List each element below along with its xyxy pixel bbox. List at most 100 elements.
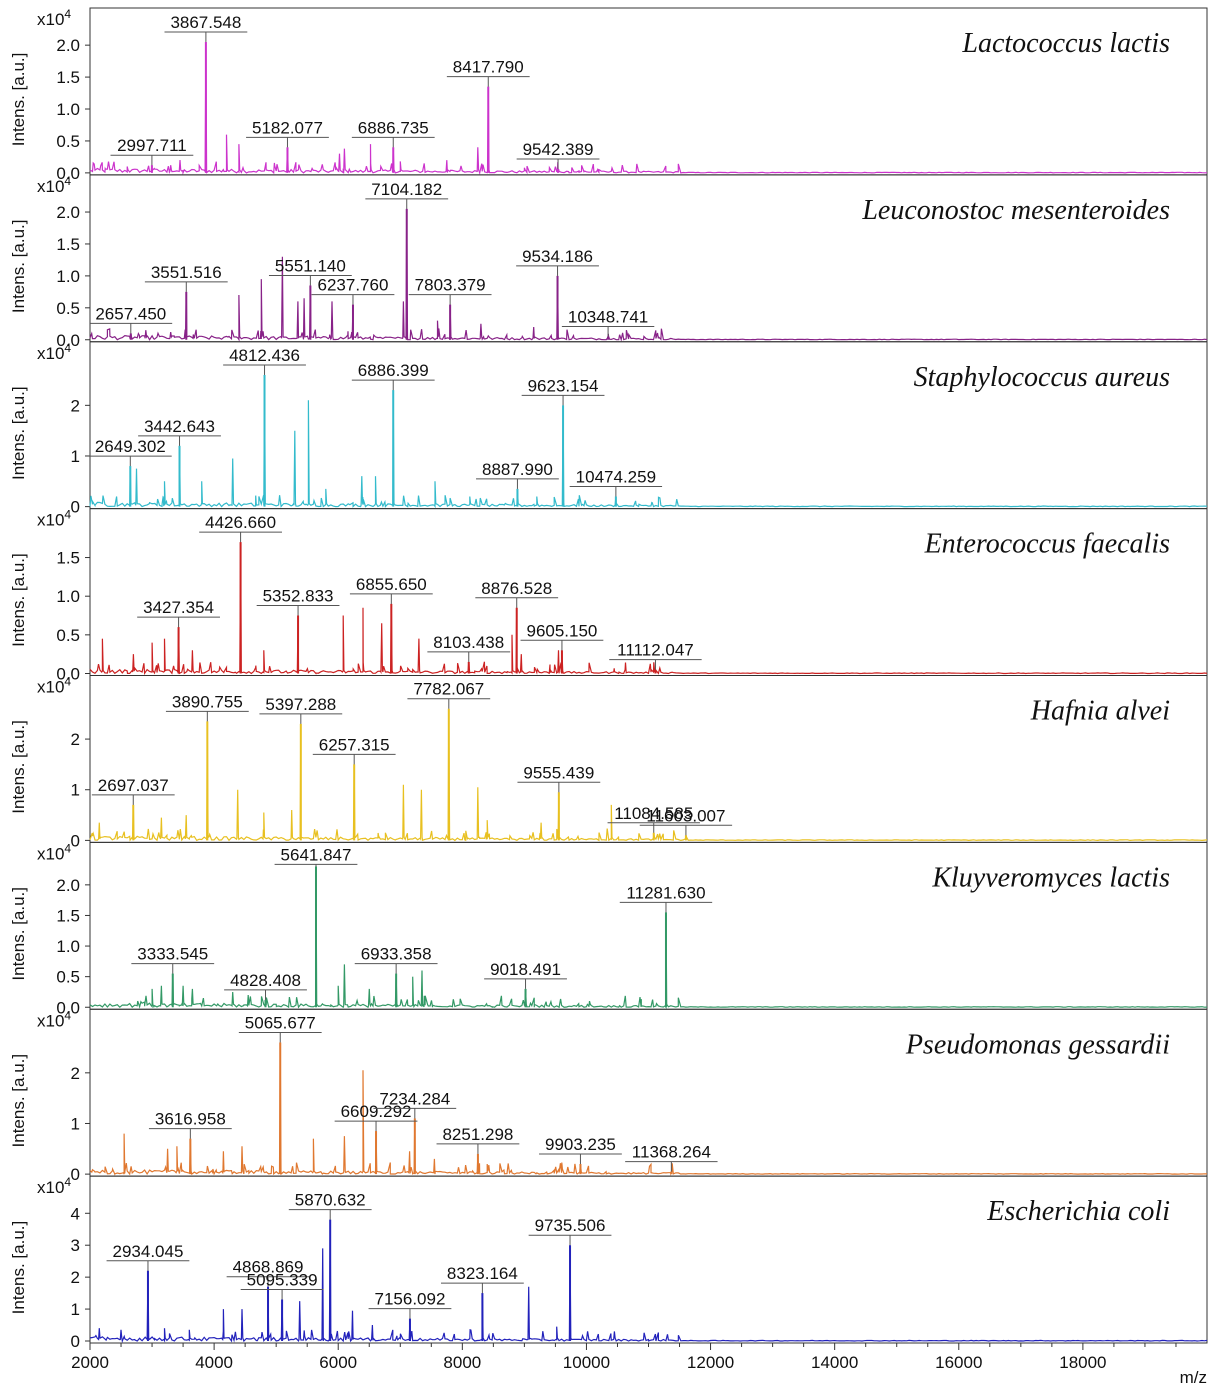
y-multiplier: x104	[37, 841, 71, 863]
y-multiplier: x104	[37, 1008, 71, 1030]
y-axis-label: Intens. [a.u.]	[9, 887, 28, 981]
peak-label-text: 3442.643	[144, 417, 215, 436]
peak-label-text: 4812.436	[229, 346, 300, 365]
peak-label-text: 9605.150	[526, 621, 597, 640]
peak-label: 2649.302	[88, 437, 172, 467]
peak-label: 11084.585	[607, 804, 700, 833]
peak-label: 8417.790	[446, 58, 530, 87]
peak-label: 3333.545	[131, 945, 215, 974]
peak-label-text: 5641.847	[281, 845, 352, 864]
peak-label-text: 10474.259	[576, 467, 656, 486]
y-tick-label: 1.5	[56, 235, 80, 254]
peak-label: 7104.182	[365, 180, 449, 209]
species-name: Lactococcus lactis	[961, 28, 1170, 59]
x-tick-label: 2000	[71, 1353, 109, 1372]
x-axis-label: m/z	[1180, 1368, 1207, 1387]
peak-label: 2997.711	[110, 136, 194, 166]
y-tick-label: 0.0	[56, 665, 80, 684]
peak-label: 5352.833	[256, 587, 340, 616]
species-name: Kluyveromyces lactis	[931, 862, 1170, 893]
spectrum-trace	[89, 208, 1208, 342]
y-axis-label: Intens. [a.u.]	[9, 53, 28, 147]
x-tick-label: 4000	[195, 1353, 233, 1372]
peak-label: 11603.007	[639, 806, 733, 836]
y-tick-label: 1.0	[56, 937, 80, 956]
y-tick-label: 0.5	[56, 299, 80, 318]
peak-label-text: 7803.379	[415, 276, 486, 295]
spectrum-panel: 0.0 0.5 1.0 1.5 2.0 x104 Intens. [a.u.] Leucono…	[9, 174, 1208, 350]
peak-label-text: 2657.450	[95, 304, 166, 323]
peak-label: 9018.491	[484, 960, 567, 989]
peak-label: 7782.067	[407, 680, 491, 709]
species-name: Pseudomonas gessardii	[905, 1029, 1170, 1060]
y-multiplier: x104	[37, 341, 71, 363]
peak-label: 2934.045	[106, 1242, 190, 1271]
y-multiplier: x104	[37, 1175, 71, 1197]
y-tick-label: 2.0	[56, 876, 80, 895]
y-multiplier: x104	[37, 675, 71, 697]
y-tick-label: 0.5	[56, 626, 80, 645]
peak-label: 8323.164	[440, 1264, 524, 1294]
peak-label-text: 5182.077	[252, 118, 323, 137]
peak-label-text: 7234.284	[379, 1089, 450, 1108]
peak-label-text: 4426.660	[205, 513, 276, 532]
y-tick-label: 1.5	[56, 549, 80, 568]
y-axis-label: Intens. [a.u.]	[9, 1054, 28, 1148]
peak-label: 11281.630	[619, 883, 713, 913]
peak-label: 10474.259	[569, 467, 663, 497]
y-tick-label: 1	[71, 447, 80, 466]
spectra-panels: 0.0 0.5 1.0 1.5 2.0 x104 Intens. [a.u.] Lactoco…	[9, 7, 1208, 1351]
x-tick-label: 12000	[687, 1353, 734, 1372]
peak-label: 9623.154	[521, 376, 605, 406]
x-tick-label: 14000	[811, 1353, 858, 1372]
peak-label-text: 9623.154	[528, 376, 599, 395]
spectrum-trace	[89, 542, 1208, 676]
peak-label: 3427.354	[137, 598, 220, 628]
peak-label-text: 5065.677	[245, 1013, 316, 1032]
peak-label-text: 2649.302	[95, 437, 166, 456]
peak-label-text: 2934.045	[113, 1242, 184, 1261]
peak-label-text: 3616.958	[155, 1110, 226, 1129]
peak-label: 6886.399	[351, 361, 435, 391]
peak-label-text: 8251.298	[442, 1125, 513, 1144]
peak-label: 3867.548	[164, 13, 248, 42]
species-name: Leuconostoc mesenteroides	[861, 195, 1170, 226]
peak-label: 9534.186	[516, 247, 599, 276]
x-tick-label: 16000	[935, 1353, 982, 1372]
y-tick-label: 1	[71, 1114, 80, 1133]
peak-label: 4828.408	[224, 971, 307, 1000]
y-tick-label: 2.0	[56, 36, 80, 55]
peak-label: 5095.339	[240, 1270, 324, 1300]
peak-label: 5870.632	[288, 1191, 372, 1220]
y-tick-label: 0	[71, 1332, 80, 1351]
spectrum-panel: 0.0 0.5 1.0 1.5 2.0 x104 Intens. [a.u.] Kluyver…	[9, 841, 1208, 1017]
peak-label: 3890.755	[165, 692, 249, 722]
peak-label: 11368.264	[625, 1143, 718, 1172]
peak-label-text: 6257.315	[319, 735, 390, 754]
peak-label-text: 3551.516	[151, 263, 222, 282]
peak-label: 9555.439	[517, 763, 601, 793]
y-tick-label: 2.0	[56, 203, 80, 222]
peak-label-text: 3890.755	[172, 692, 243, 711]
y-tick-label: 2	[71, 730, 80, 749]
peak-label-text: 6933.358	[361, 945, 432, 964]
spectrum-panel: 0 1 2 x104 Intens. [a.u.] Hafnia alvei 2697.03…	[9, 675, 1208, 850]
peak-label: 6933.358	[354, 945, 438, 974]
peak-label: 5641.847	[274, 845, 358, 867]
peak-label-text: 6237.760	[318, 276, 389, 295]
peak-label-text: 11603.007	[646, 806, 725, 825]
peak-label: 2657.450	[89, 304, 173, 334]
spectrum-trace	[89, 866, 1208, 1010]
y-tick-label: 0	[71, 1165, 80, 1184]
peak-label-text: 8887.990	[482, 460, 553, 479]
x-tick-label: 6000	[319, 1353, 357, 1372]
peak-label-text: 11112.047	[617, 641, 694, 660]
peak-label: 9735.506	[528, 1216, 612, 1246]
y-multiplier: x104	[37, 7, 71, 29]
y-multiplier: x104	[37, 508, 71, 530]
y-multiplier: x104	[37, 174, 71, 196]
peak-label: 7156.092	[368, 1290, 452, 1319]
peak-label: 9542.389	[516, 140, 600, 170]
y-axis-label: Intens. [a.u.]	[9, 553, 28, 647]
